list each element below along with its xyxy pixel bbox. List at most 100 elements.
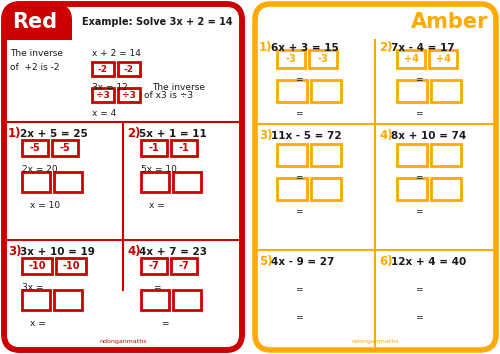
Text: 3): 3) [8, 246, 22, 258]
Text: =: = [415, 314, 423, 322]
Text: x = 10: x = 10 [30, 201, 60, 211]
Text: -5: -5 [60, 143, 70, 153]
Text: 6): 6) [379, 256, 392, 268]
Bar [277, 178, 307, 200]
Bar [22, 258, 52, 274]
Text: -10: -10 [62, 261, 80, 271]
Text: x + 2 = 14: x + 2 = 14 [92, 50, 141, 58]
Text: -3: -3 [286, 54, 296, 64]
Text: =: = [295, 109, 303, 119]
Text: 7x - 4 = 17: 7x - 4 = 17 [391, 43, 454, 53]
Text: The inverse: The inverse [10, 50, 63, 58]
Bar [397, 50, 425, 68]
Text: =: = [153, 284, 160, 292]
Text: 2): 2) [379, 41, 392, 55]
Bar [141, 290, 169, 310]
Bar [277, 50, 305, 68]
Text: 3x + 10 = 19: 3x + 10 = 19 [20, 247, 95, 257]
Text: 3x = 12: 3x = 12 [92, 84, 128, 92]
Bar [397, 144, 427, 166]
Text: of  +2 is -2: of +2 is -2 [10, 63, 59, 73]
Text: 12x + 4 = 40: 12x + 4 = 40 [391, 257, 466, 267]
FancyBboxPatch shape [4, 4, 242, 350]
Text: 5x = 10: 5x = 10 [141, 166, 177, 175]
Text: Red: Red [12, 12, 57, 32]
Bar [171, 258, 197, 274]
Text: =: = [415, 109, 423, 119]
Text: =: = [415, 173, 423, 183]
Text: Amber: Amber [410, 12, 488, 32]
Text: The inverse: The inverse [152, 84, 205, 92]
Text: -7: -7 [148, 261, 160, 271]
Bar [4, 22, 72, 40]
Bar [309, 50, 337, 68]
Text: 2x + 5 = 25: 2x + 5 = 25 [20, 129, 88, 139]
Text: of x3 is ÷3: of x3 is ÷3 [144, 91, 193, 99]
Text: ndonganmaths: ndonganmaths [351, 339, 399, 344]
Text: x =: x = [30, 320, 46, 329]
Text: -7: -7 [178, 261, 190, 271]
Bar [277, 144, 307, 166]
Bar [54, 290, 82, 310]
Text: 4): 4) [379, 130, 392, 143]
Bar [397, 178, 427, 200]
Text: +4: +4 [436, 54, 450, 64]
Bar [277, 80, 307, 102]
Bar [141, 172, 169, 192]
Bar [431, 80, 461, 102]
Text: 3): 3) [259, 130, 272, 143]
Text: 6x + 3 = 15: 6x + 3 = 15 [271, 43, 339, 53]
Text: =: = [295, 314, 303, 322]
Bar [397, 80, 427, 102]
Bar [311, 144, 341, 166]
Bar [173, 290, 201, 310]
Bar [171, 140, 197, 156]
Text: x =: x = [149, 201, 165, 211]
Text: =: = [415, 285, 423, 295]
Bar [431, 178, 461, 200]
Text: 4x - 9 = 27: 4x - 9 = 27 [271, 257, 334, 267]
Bar [54, 172, 82, 192]
Bar [141, 140, 167, 156]
Bar [311, 80, 341, 102]
FancyBboxPatch shape [4, 4, 72, 40]
Text: ÷3: ÷3 [96, 91, 110, 99]
Text: 4): 4) [127, 246, 140, 258]
Text: 8x + 10 = 74: 8x + 10 = 74 [391, 131, 466, 141]
Bar [431, 144, 461, 166]
FancyBboxPatch shape [255, 4, 496, 350]
Text: -1: -1 [178, 143, 190, 153]
Bar [118, 88, 140, 102]
Text: -3: -3 [318, 54, 328, 64]
Text: 1): 1) [259, 41, 272, 55]
Text: ndonganmaths: ndonganmaths [99, 339, 147, 344]
Text: =: = [161, 320, 168, 329]
Text: 2): 2) [127, 127, 140, 141]
Text: =: = [415, 207, 423, 217]
Bar [141, 258, 167, 274]
Text: 4x + 7 = 23: 4x + 7 = 23 [139, 247, 207, 257]
Text: -5: -5 [30, 143, 40, 153]
Text: 5): 5) [259, 256, 272, 268]
Bar [118, 62, 140, 76]
Text: =: = [295, 285, 303, 295]
Text: =: = [295, 173, 303, 183]
Text: x = 4: x = 4 [92, 109, 116, 119]
Bar [92, 62, 114, 76]
Text: 11x - 5 = 72: 11x - 5 = 72 [271, 131, 342, 141]
Text: -2: -2 [98, 64, 108, 74]
Bar [22, 172, 50, 192]
Bar [20, 22, 72, 40]
Bar [311, 178, 341, 200]
Text: =: = [295, 207, 303, 217]
Text: 3x =: 3x = [22, 284, 44, 292]
Bar [22, 290, 50, 310]
Text: 1): 1) [8, 127, 22, 141]
Text: -10: -10 [28, 261, 46, 271]
Text: 5x + 1 = 11: 5x + 1 = 11 [139, 129, 207, 139]
Bar [52, 140, 78, 156]
Text: =: = [295, 75, 303, 85]
Bar [56, 258, 86, 274]
Text: ÷3: ÷3 [122, 91, 136, 99]
Text: -2: -2 [124, 64, 134, 74]
